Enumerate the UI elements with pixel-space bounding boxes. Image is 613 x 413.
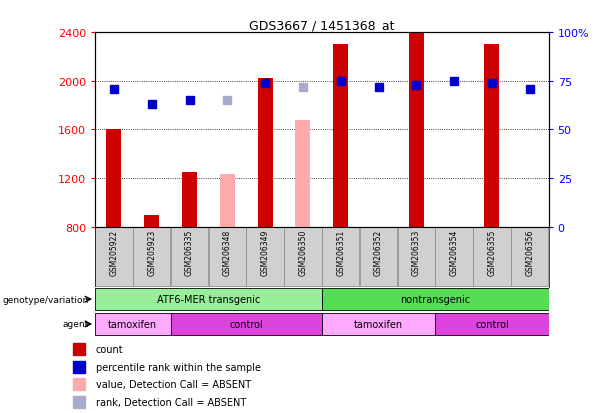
Text: tamoxifen: tamoxifen: [354, 319, 403, 329]
Text: GSM206349: GSM206349: [261, 229, 270, 275]
Bar: [107, 130, 121, 227]
Bar: [409, 34, 424, 227]
Bar: [144, 215, 159, 227]
Bar: [484, 45, 500, 227]
Text: GSM206353: GSM206353: [412, 229, 421, 275]
Bar: [133, 228, 170, 287]
Text: ATF6-MER transgenic: ATF6-MER transgenic: [157, 294, 260, 304]
Text: GSM206350: GSM206350: [299, 229, 308, 275]
Text: GSM205923: GSM205923: [147, 229, 156, 275]
Bar: [435, 228, 473, 287]
Text: GSM206352: GSM206352: [374, 229, 383, 275]
Bar: [246, 228, 284, 287]
Bar: [511, 228, 549, 287]
Bar: [435, 313, 549, 335]
Bar: [171, 228, 208, 287]
Bar: [398, 228, 435, 287]
Bar: [182, 173, 197, 227]
Text: GSM206354: GSM206354: [449, 229, 459, 275]
Bar: [219, 175, 235, 227]
Bar: [95, 288, 322, 311]
Text: GSM206335: GSM206335: [185, 229, 194, 275]
Bar: [322, 228, 359, 287]
Text: nontransgenic: nontransgenic: [400, 294, 470, 304]
Text: count: count: [96, 344, 123, 355]
Text: value, Detection Call = ABSENT: value, Detection Call = ABSENT: [96, 379, 251, 389]
Title: GDS3667 / 1451368_at: GDS3667 / 1451368_at: [249, 19, 395, 32]
Text: percentile rank within the sample: percentile rank within the sample: [96, 362, 261, 372]
Bar: [295, 121, 311, 227]
Bar: [257, 79, 273, 227]
Bar: [333, 45, 348, 227]
Text: tamoxifen: tamoxifen: [109, 319, 158, 329]
Bar: [360, 228, 397, 287]
Text: GSM205922: GSM205922: [109, 229, 118, 275]
Bar: [284, 228, 322, 287]
Text: GSM206348: GSM206348: [223, 229, 232, 275]
Text: rank, Detection Call = ABSENT: rank, Detection Call = ABSENT: [96, 396, 246, 407]
Bar: [322, 313, 435, 335]
Text: agent: agent: [63, 320, 89, 329]
Bar: [95, 228, 132, 287]
Bar: [322, 288, 549, 311]
Bar: [208, 228, 246, 287]
Text: control: control: [229, 319, 263, 329]
Bar: [95, 313, 170, 335]
Bar: [473, 228, 511, 287]
Bar: [170, 313, 322, 335]
Text: GSM206355: GSM206355: [487, 229, 497, 275]
Text: GSM206351: GSM206351: [336, 229, 345, 275]
Text: GSM206356: GSM206356: [525, 229, 535, 275]
Text: control: control: [475, 319, 509, 329]
Text: genotype/variation: genotype/variation: [2, 295, 89, 304]
